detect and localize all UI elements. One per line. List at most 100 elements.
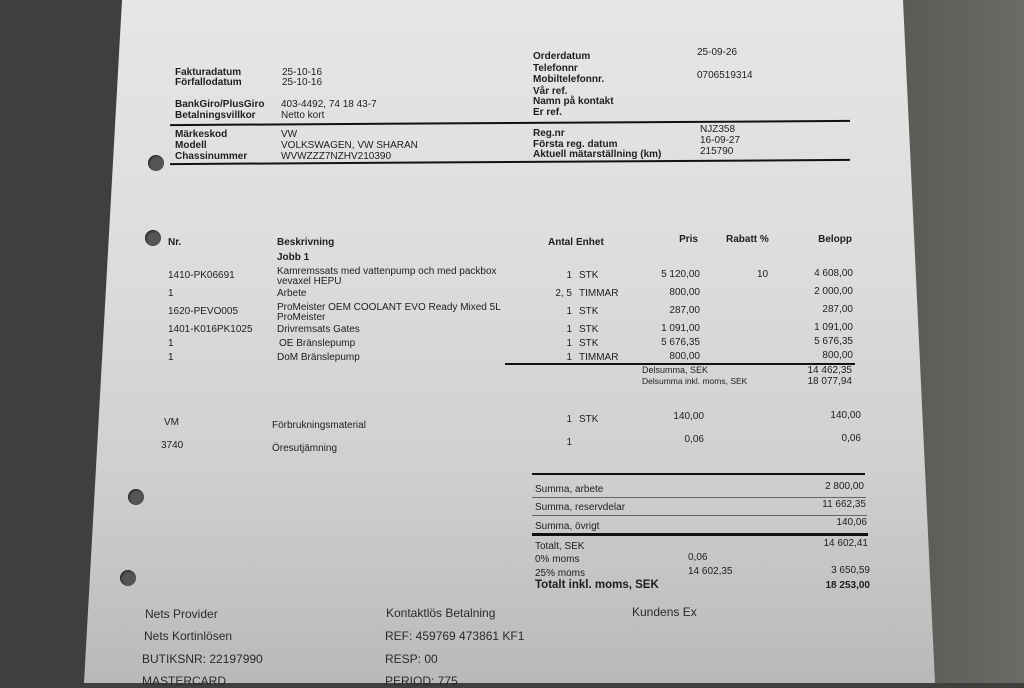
col-belopp: Belopp bbox=[818, 234, 852, 245]
item-enhet: TIMMAR bbox=[579, 288, 619, 299]
item-belopp: 5 676,35 bbox=[814, 336, 853, 347]
item-pris: 287,00 bbox=[669, 305, 700, 316]
item-enhet: STK bbox=[579, 306, 599, 317]
moms25-label: 25% moms bbox=[535, 568, 586, 579]
moms0-label: 0% moms bbox=[535, 554, 580, 565]
value-betalningsvillkor: Netto kort bbox=[281, 110, 325, 121]
label-mobiltelefonnr: Mobiltelefonnr. bbox=[533, 74, 605, 85]
value-regnr: NJZ358 bbox=[700, 124, 736, 135]
item-enhet: STK bbox=[579, 338, 599, 349]
item-belopp: 800,00 bbox=[822, 350, 853, 361]
receipt-line: MASTERCARD bbox=[142, 674, 227, 688]
item-pris: 1 091,00 bbox=[661, 323, 700, 334]
col-nr: Nr. bbox=[168, 237, 182, 248]
summa-reservdelar-value: 11 662,35 bbox=[822, 499, 866, 510]
punch-hole bbox=[120, 570, 136, 586]
subtotal-incl-value: 18 077,94 bbox=[807, 376, 853, 387]
punch-hole bbox=[145, 230, 161, 246]
value-forfallodatum: 25-10-16 bbox=[282, 77, 323, 88]
item-antal: 1 bbox=[566, 437, 572, 448]
value-modell: VOLKSWAGEN, VW SHARAN bbox=[281, 140, 418, 151]
item-belopp: 1 091,00 bbox=[814, 322, 853, 333]
value-markeskod: VW bbox=[281, 129, 298, 140]
punch-hole bbox=[128, 489, 144, 505]
item-antal: 1 bbox=[566, 338, 572, 349]
item-pris: 5 676,35 bbox=[661, 337, 700, 348]
receipt-line: BUTIKSNR: 22197990 bbox=[142, 652, 263, 666]
label-modell: Modell bbox=[175, 140, 207, 151]
value-chassinummer: WVWZZZ7NZHV210390 bbox=[281, 151, 392, 162]
summary-rule-top bbox=[532, 473, 865, 475]
item-belopp: 287,00 bbox=[822, 304, 853, 315]
item-description: Förbrukningsmaterial bbox=[272, 420, 366, 431]
item-nr: 1401-K016PK1025 bbox=[168, 324, 253, 335]
receipt-line: PERIOD: 775 bbox=[385, 674, 458, 688]
label-markeskod: Märkeskod bbox=[175, 129, 228, 140]
item-pris: 0,06 bbox=[684, 434, 704, 445]
totalt-label: Totalt, SEK bbox=[535, 541, 585, 552]
item-rabatt: 10 bbox=[757, 269, 769, 280]
subtotal-label: Delsumma, SEK bbox=[642, 365, 709, 375]
col-pris: Pris bbox=[679, 234, 698, 245]
label-forfallodatum: Förfallodatum bbox=[175, 77, 242, 88]
item-belopp: 4 608,00 bbox=[814, 268, 853, 279]
item-pris: 5 120,00 bbox=[661, 269, 700, 280]
item-description: Öresutjämning bbox=[272, 443, 338, 454]
receipt-line: Nets Kortinlösen bbox=[144, 629, 233, 643]
item-nr: 1620-PEVO005 bbox=[168, 306, 239, 317]
item-pris: 140,00 bbox=[673, 411, 704, 422]
summa-arbete-value: 2 800,00 bbox=[825, 481, 864, 492]
grand-total-value: 18 253,00 bbox=[825, 580, 871, 591]
item-pris: 800,00 bbox=[669, 351, 700, 362]
item-antal: 2, 5 bbox=[555, 288, 572, 299]
label-var-ref: Vår ref. bbox=[533, 86, 568, 97]
label-matarstallning: Aktuell mätarställning (km) bbox=[533, 149, 662, 160]
item-description-cont: ProMeister bbox=[277, 312, 326, 323]
item-antal: 1 bbox=[566, 324, 572, 335]
item-enhet: STK bbox=[579, 270, 599, 281]
label-orderdatum: Orderdatum bbox=[533, 51, 591, 62]
item-pris: 800,00 bbox=[669, 287, 700, 298]
summa-reservdelar-label: Summa, reservdelar bbox=[535, 502, 626, 513]
receipt-copy-label: Kundens Ex bbox=[632, 605, 697, 619]
receipt-line: REF: 459769 473861 KF1 bbox=[385, 629, 525, 643]
item-description: Arbete bbox=[277, 288, 307, 299]
label-betalningsvillkor: Betalningsvillkor bbox=[175, 110, 256, 121]
item-nr: VM bbox=[164, 417, 179, 428]
receipt-line: RESP: 00 bbox=[385, 652, 438, 666]
subtotal-value: 14 462,35 bbox=[807, 365, 853, 376]
item-belopp: 2 000,00 bbox=[814, 286, 853, 297]
item-belopp: 140,00 bbox=[830, 410, 861, 421]
moms25-base: 14 602,35 bbox=[688, 566, 733, 577]
value-forsta-reg-datum: 16-09-27 bbox=[700, 135, 741, 146]
item-antal: 1 bbox=[566, 352, 572, 363]
item-belopp: 0,06 bbox=[841, 433, 861, 444]
receipt-line: Nets Provider bbox=[145, 607, 218, 621]
label-fakturadatum: Fakturadatum bbox=[175, 67, 242, 78]
summary-rule-bottom bbox=[532, 533, 868, 536]
divider bbox=[532, 497, 866, 498]
value-fakturadatum: 25-10-16 bbox=[282, 67, 323, 78]
subtotal-incl-label: Delsumma inkl. moms, SEK bbox=[642, 376, 748, 386]
receipt-line: Kontaktlös Betalning bbox=[386, 606, 496, 620]
label-chassinummer: Chassinummer bbox=[175, 151, 248, 162]
punch-hole bbox=[148, 155, 164, 171]
value-mobiltelefonnr: 0706519314 bbox=[697, 70, 753, 81]
col-rabatt: Rabatt % bbox=[726, 234, 769, 245]
grand-total-label: Totalt inkl. moms, SEK bbox=[535, 579, 659, 591]
value-bankgiro: 403-4492, 74 18 43-7 bbox=[281, 99, 377, 110]
item-nr: 1 bbox=[168, 338, 174, 349]
summa-ovrigt-label: Summa, övrigt bbox=[535, 521, 600, 532]
divider bbox=[532, 515, 867, 516]
item-antal: 1 bbox=[566, 270, 572, 281]
item-antal: 1 bbox=[566, 414, 572, 425]
item-description: OE Bränslepump bbox=[279, 338, 356, 349]
moms0-base: 0,06 bbox=[688, 552, 708, 563]
label-er-ref: Er ref. bbox=[533, 107, 562, 118]
label-telefonnr: Telefonnr bbox=[533, 63, 578, 74]
job-title: Jobb 1 bbox=[277, 252, 310, 263]
moms25-value: 3 650,59 bbox=[831, 565, 870, 576]
value-orderdatum: 25-09-26 bbox=[697, 47, 738, 58]
totalt-value: 14 602,41 bbox=[823, 538, 869, 549]
